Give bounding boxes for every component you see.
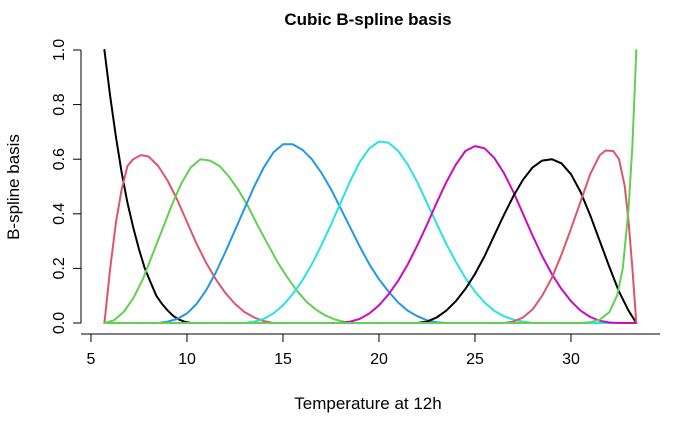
chart-title: Cubic B-spline basis: [284, 10, 451, 29]
basis-curve-8: [502, 149, 638, 324]
basis-curve-4: [103, 143, 638, 324]
x-tick-label: 5: [87, 351, 96, 368]
basis-curve-2: [103, 154, 638, 324]
series-group: [103, 49, 638, 324]
y-tick-label: 1.0: [51, 39, 68, 61]
basis-curve-3: [103, 158, 638, 324]
basis-curve-9: [103, 49, 638, 324]
basis-curve-6: [103, 145, 638, 324]
y-axis-ticks: 0.0 0.2 0.4 0.6 0.8 1.0: [51, 39, 81, 334]
x-axis-ticks: 5 10 15 20 25 30: [87, 334, 580, 368]
y-tick-label: 0.6: [51, 148, 68, 170]
x-tick-label: 30: [562, 351, 580, 368]
y-tick-label: 0.0: [51, 312, 68, 334]
basis-curve-1: [103, 49, 638, 324]
x-tick-label: 10: [178, 351, 196, 368]
basis-curve-7: [416, 158, 638, 324]
x-tick-label: 25: [466, 351, 484, 368]
x-tick-label: 15: [274, 351, 292, 368]
x-tick-label: 20: [370, 351, 388, 368]
y-tick-label: 0.4: [51, 203, 68, 225]
y-tick-label: 0.8: [51, 93, 68, 115]
basis-curve-5: [103, 140, 638, 324]
y-axis-label: B-spline basis: [4, 134, 23, 240]
y-tick-label: 0.2: [51, 257, 68, 279]
x-axis-label: Temperature at 12h: [294, 394, 441, 413]
